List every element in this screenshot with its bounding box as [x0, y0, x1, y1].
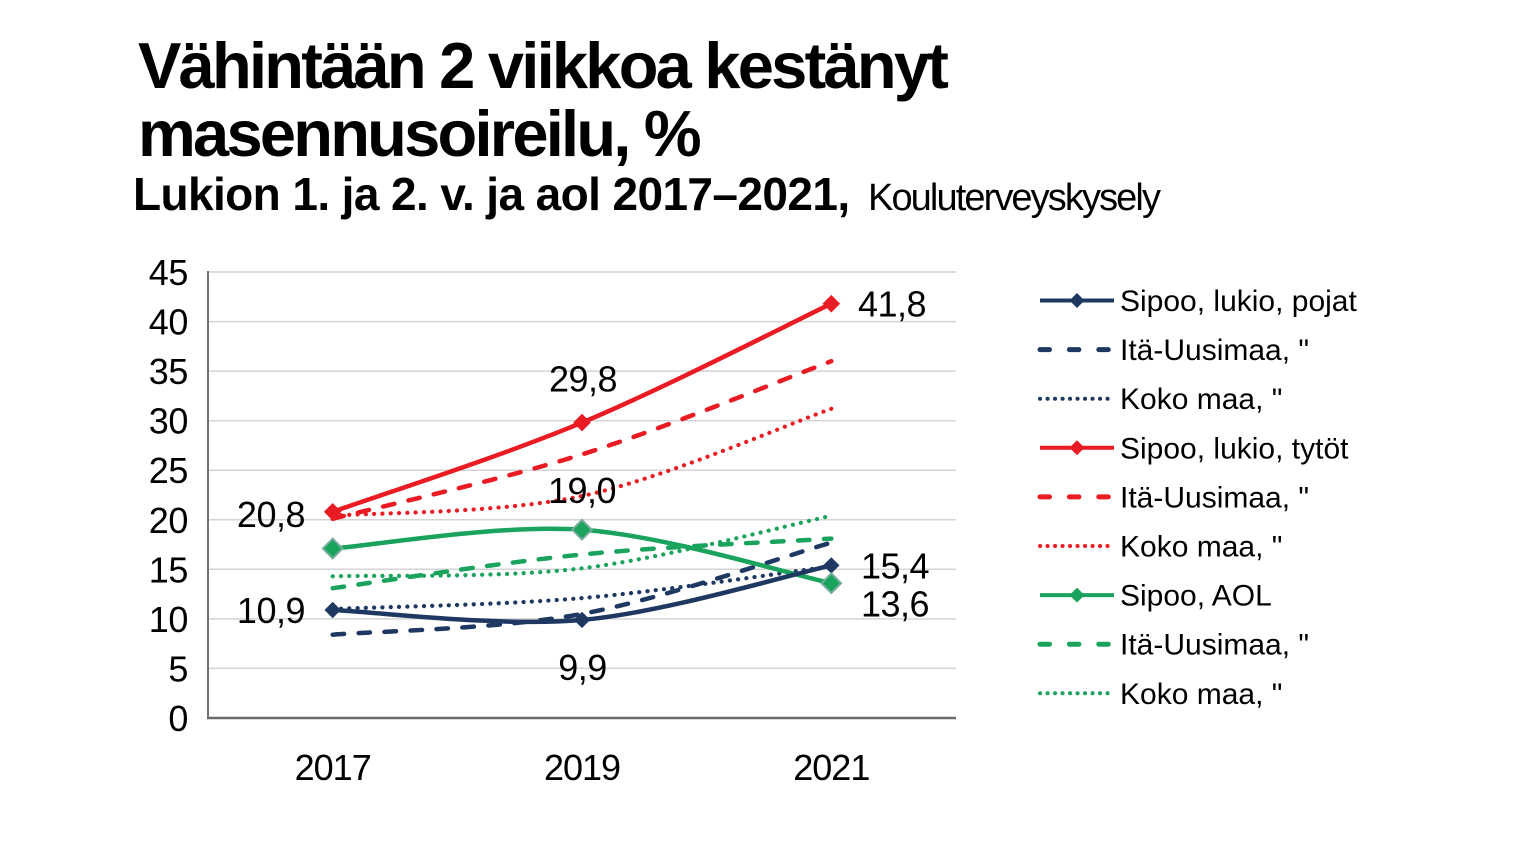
- svg-text:25: 25: [149, 450, 188, 491]
- svg-text:20: 20: [149, 500, 188, 541]
- svg-text:Koko maa, ": Koko maa, ": [1120, 383, 1282, 416]
- svg-text:15,4: 15,4: [861, 545, 929, 586]
- svg-text:Koko maa, ": Koko maa, ": [1120, 531, 1282, 564]
- svg-text:Sipoo, lukio, pojat: Sipoo, lukio, pojat: [1120, 285, 1357, 318]
- svg-text:5: 5: [168, 648, 188, 689]
- svg-text:20,8: 20,8: [237, 494, 305, 535]
- svg-text:2017: 2017: [295, 747, 371, 788]
- svg-text:2019: 2019: [544, 747, 620, 788]
- svg-text:40: 40: [149, 302, 188, 343]
- svg-text:9,9: 9,9: [558, 647, 607, 688]
- svg-text:10,9: 10,9: [237, 590, 305, 631]
- svg-text:Kouluterveyskysely: Kouluterveyskysely: [868, 177, 1161, 219]
- svg-text:30: 30: [149, 401, 188, 442]
- svg-text:13,6: 13,6: [861, 584, 929, 625]
- svg-text:Itä-Uusimaa, ": Itä-Uusimaa, ": [1120, 481, 1309, 514]
- svg-text:0: 0: [168, 698, 188, 739]
- svg-text:10: 10: [149, 599, 188, 640]
- svg-text:Itä-Uusimaa, ": Itä-Uusimaa, ": [1120, 629, 1309, 662]
- svg-text:Vähintään 2 viikkoa kestänyt: Vähintään 2 viikkoa kestänyt: [138, 29, 948, 102]
- svg-text:35: 35: [149, 351, 188, 392]
- svg-text:masennusoireilu, %: masennusoireilu, %: [138, 97, 701, 170]
- svg-text:19,0: 19,0: [548, 470, 616, 511]
- svg-text:29,8: 29,8: [549, 359, 617, 400]
- svg-text:41,8: 41,8: [858, 284, 926, 325]
- svg-text:Koko maa, ": Koko maa, ": [1120, 678, 1282, 711]
- svg-text:15: 15: [149, 549, 188, 590]
- svg-text:Itä-Uusimaa, ": Itä-Uusimaa, ": [1120, 334, 1309, 367]
- svg-text:Sipoo, lukio, tytöt: Sipoo, lukio, tytöt: [1120, 432, 1349, 465]
- svg-text:2021: 2021: [793, 747, 869, 788]
- svg-text:Lukion 1. ja 2. v. ja aol 2017: Lukion 1. ja 2. v. ja aol 2017–2021,: [133, 168, 850, 220]
- svg-text:Sipoo, AOL: Sipoo, AOL: [1120, 580, 1272, 613]
- svg-text:45: 45: [149, 252, 188, 293]
